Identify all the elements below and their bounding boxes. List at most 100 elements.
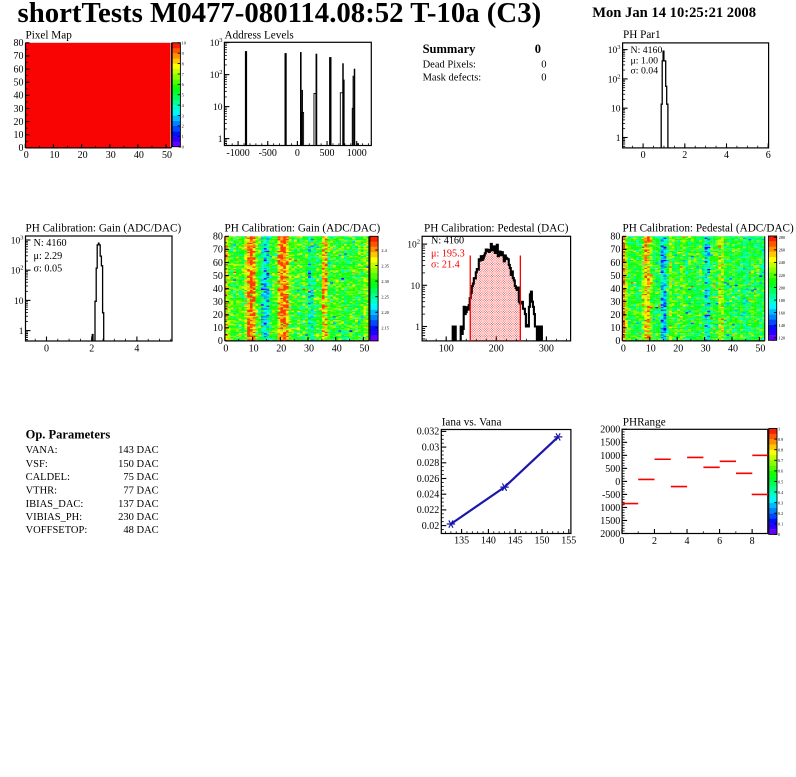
svg-text:140: 140 [481, 536, 496, 547]
svg-text:2.30: 2.30 [381, 279, 389, 284]
svg-text:0: 0 [615, 336, 620, 347]
svg-text:200: 200 [489, 343, 504, 354]
svg-text:1000: 1000 [347, 148, 367, 159]
svg-text:IBIAS_DAC:: IBIAS_DAC: [26, 499, 84, 510]
svg-text:20: 20 [14, 117, 24, 128]
svg-text:3: 3 [182, 113, 184, 118]
svg-text:VOFFSETOP:: VOFFSETOP: [26, 525, 88, 536]
svg-text:260: 260 [779, 248, 785, 253]
svg-text:0.7: 0.7 [778, 458, 783, 463]
svg-text:10: 10 [249, 343, 259, 354]
svg-text:μ: 2.29: μ: 2.29 [34, 251, 63, 262]
svg-text:2.4: 2.4 [381, 248, 387, 253]
svg-text:2.35: 2.35 [381, 263, 389, 268]
svg-text:0: 0 [641, 150, 646, 161]
svg-text:4: 4 [724, 150, 729, 161]
svg-text:40: 40 [332, 343, 342, 354]
svg-text:10: 10 [610, 323, 620, 334]
svg-text:PH Calibration: Gain (ADC/DAC): PH Calibration: Gain (ADC/DAC) [26, 223, 182, 235]
svg-text:50: 50 [213, 271, 223, 282]
svg-text:1500: 1500 [600, 438, 620, 449]
svg-text:0: 0 [218, 336, 223, 347]
svg-text:1: 1 [778, 426, 780, 431]
svg-text:60: 60 [213, 258, 223, 269]
svg-text:1500: 1500 [600, 516, 620, 527]
svg-text:20: 20 [276, 343, 286, 354]
svg-text:2000: 2000 [600, 425, 620, 436]
svg-text:0: 0 [619, 536, 624, 547]
svg-text:7: 7 [182, 72, 185, 77]
svg-text:1000: 1000 [600, 503, 620, 514]
svg-text:2.15: 2.15 [381, 326, 389, 331]
svg-text:75 DAC: 75 DAC [123, 472, 158, 483]
svg-text:0: 0 [541, 59, 546, 70]
svg-text:40: 40 [728, 343, 738, 354]
svg-text:6: 6 [766, 150, 771, 161]
svg-text:145: 145 [508, 536, 523, 547]
svg-text:PHRange: PHRange [623, 416, 666, 428]
svg-text:PH Calibration: Pedestal (ADC/: PH Calibration: Pedestal (ADC/DAC) [623, 223, 794, 235]
svg-text:8: 8 [750, 536, 755, 547]
svg-text:50: 50 [610, 271, 620, 282]
svg-text:0.03: 0.03 [422, 442, 440, 453]
svg-text:PH Par1: PH Par1 [623, 29, 661, 41]
svg-text:0: 0 [24, 150, 29, 161]
svg-text:N: 4160: N: 4160 [631, 45, 663, 56]
svg-text:0.3: 0.3 [778, 500, 783, 505]
svg-text:0.028: 0.028 [417, 458, 440, 469]
svg-text:0.8: 0.8 [778, 447, 783, 452]
svg-text:10: 10 [213, 103, 223, 113]
svg-text:Dead Pixels:: Dead Pixels: [423, 59, 476, 70]
svg-text:30: 30 [213, 297, 223, 308]
svg-text:0.2: 0.2 [778, 511, 783, 516]
svg-text:VIBIAS_PH:: VIBIAS_PH: [26, 512, 83, 523]
svg-text:0: 0 [621, 343, 626, 354]
svg-text:σ: 21.4: σ: 21.4 [431, 260, 460, 271]
svg-text:CALDEL:: CALDEL: [26, 472, 70, 483]
svg-text:σ: 0.05: σ: 0.05 [34, 263, 63, 274]
svg-text:8: 8 [182, 61, 184, 66]
svg-text:5: 5 [182, 93, 184, 98]
svg-text:60: 60 [14, 64, 24, 75]
svg-text:0.022: 0.022 [417, 505, 440, 516]
svg-text:20: 20 [610, 310, 620, 321]
svg-text:1: 1 [218, 135, 223, 145]
svg-text:60: 60 [610, 258, 620, 269]
svg-text:143 DAC: 143 DAC [118, 445, 159, 456]
svg-text:2: 2 [89, 343, 94, 354]
svg-text:Summary: Summary [423, 42, 477, 56]
svg-text:240: 240 [779, 260, 785, 265]
svg-text:10: 10 [611, 105, 621, 115]
svg-text:Pixel Map: Pixel Map [26, 30, 73, 42]
svg-text:10: 10 [14, 130, 24, 141]
svg-text:200: 200 [779, 285, 785, 290]
svg-text:-1000: -1000 [226, 148, 249, 159]
svg-text:2.25: 2.25 [381, 294, 389, 299]
svg-text:10: 10 [213, 323, 223, 334]
svg-text:2.20: 2.20 [381, 310, 389, 315]
svg-text:180: 180 [779, 298, 785, 303]
svg-text:137 DAC: 137 DAC [118, 499, 159, 510]
svg-text:77 DAC: 77 DAC [123, 485, 158, 496]
svg-text:150: 150 [535, 536, 550, 547]
svg-text:40: 40 [134, 150, 144, 161]
svg-text:2: 2 [652, 536, 657, 547]
svg-text:0: 0 [295, 148, 300, 159]
svg-text:40: 40 [14, 91, 24, 102]
svg-text:0.5: 0.5 [778, 479, 783, 484]
svg-text:0.6: 0.6 [778, 469, 783, 474]
svg-text:σ: 0.04: σ: 0.04 [631, 66, 659, 77]
svg-text:120: 120 [779, 336, 785, 341]
svg-text:2: 2 [182, 124, 184, 129]
svg-text:4: 4 [134, 343, 139, 354]
svg-text:10: 10 [14, 297, 24, 307]
svg-text:1000: 1000 [600, 451, 620, 462]
svg-text:2000: 2000 [600, 529, 620, 540]
svg-text:30: 30 [106, 150, 116, 161]
svg-text:500: 500 [605, 464, 620, 475]
svg-text:4: 4 [182, 103, 185, 108]
svg-text:0.1: 0.1 [778, 522, 783, 527]
svg-text:30: 30 [304, 343, 314, 354]
svg-text:Iana vs. Vana: Iana vs. Vana [442, 416, 502, 428]
svg-text:30: 30 [701, 343, 711, 354]
